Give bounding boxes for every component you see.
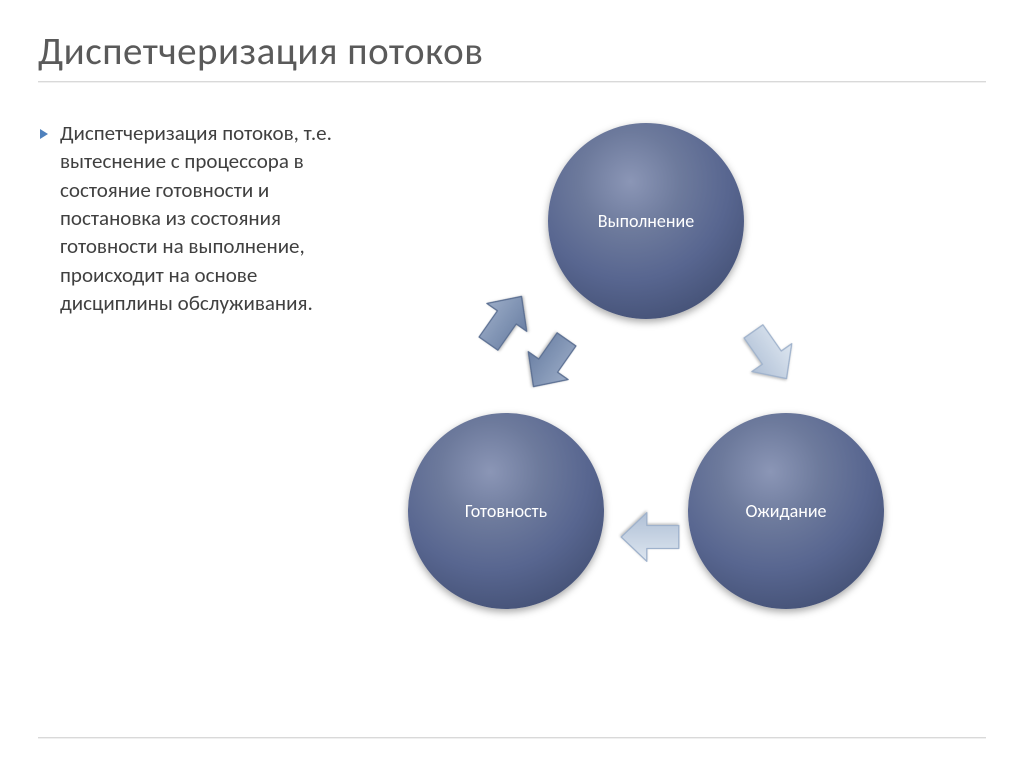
state-label: Ожидание xyxy=(745,500,826,522)
arrow-wait-to-ready xyxy=(618,505,682,569)
body-text: Диспетчеризация потоков, т.е. вытеснение… xyxy=(60,119,348,317)
state-label: Выполнение xyxy=(598,210,694,232)
footer-line xyxy=(38,737,986,739)
title-area: Диспетчеризация потоков xyxy=(0,0,1024,93)
state-circle-wait: Ожидание xyxy=(688,413,884,609)
state-circle-exec: Выполнение xyxy=(548,123,744,319)
bullet-item: Диспетчеризация потоков, т.е. вытеснение… xyxy=(38,119,348,317)
slide-title: Диспетчеризация потоков xyxy=(38,28,986,75)
text-column: Диспетчеризация потоков, т.е. вытеснение… xyxy=(38,113,348,673)
state-circle-ready: Готовность xyxy=(408,413,604,609)
title-underline xyxy=(38,81,986,83)
arrow-exec-to-wait xyxy=(725,310,814,399)
content-row: Диспетчеризация потоков, т.е. вытеснение… xyxy=(0,93,1024,673)
cycle-diagram: Выполнение Ожидание Готовность xyxy=(348,113,986,673)
bullet-icon xyxy=(38,128,50,140)
state-label: Готовность xyxy=(465,500,547,522)
